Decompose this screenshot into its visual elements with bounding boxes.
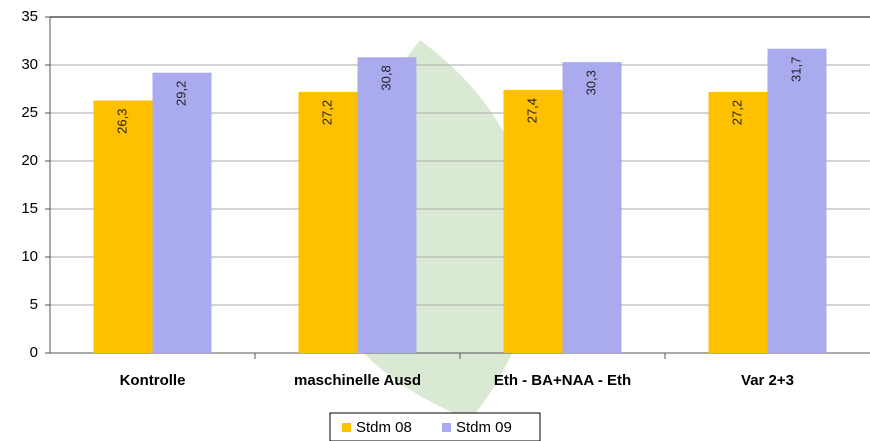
x-tick-label: Var 2+3 [741,372,794,389]
y-tick-label: 10 [21,248,38,265]
bar [503,89,563,354]
x-tick-label: Eth - BA+NAA - Eth [494,372,631,389]
value-label: 31,7 [788,57,803,82]
value-label: 29,2 [173,81,188,106]
legend-swatch [442,423,451,432]
y-tick-label: 15 [21,200,38,217]
y-tick-label: 35 [21,8,38,25]
x-tick-label: maschinelle Ausd [294,372,421,389]
legend: Stdm 08 Stdm 09 [329,412,541,441]
bar [708,91,768,353]
y-tick-label: 25 [21,104,38,121]
bar [298,91,358,353]
legend-label: Stdm 09 [456,419,512,436]
value-label: 27,4 [524,98,539,123]
bar [562,62,622,354]
value-label: 26,3 [114,109,129,134]
bar [152,72,212,354]
bar [767,48,827,354]
bar [357,57,417,353]
legend-swatch [342,423,351,432]
legend-box [329,412,541,441]
legend-label: Stdm 08 [356,419,412,436]
value-label: 30,8 [378,65,393,90]
y-tick-label: 30 [21,56,38,73]
y-tick-label: 5 [30,296,38,313]
value-label: 27,2 [729,100,744,125]
y-tick-label: 0 [30,344,38,361]
bar [93,100,153,354]
y-tick-label: 20 [21,152,38,169]
value-label: 30,3 [583,70,598,95]
value-label: 27,2 [319,100,334,125]
x-tick-label: Kontrolle [120,372,186,389]
